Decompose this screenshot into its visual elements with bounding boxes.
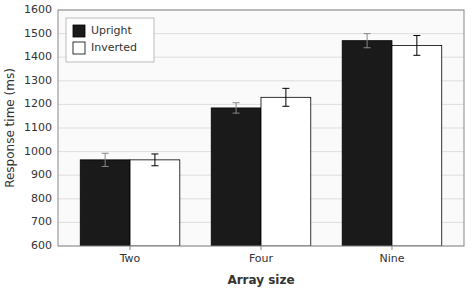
- y-tick-label: 1300: [24, 74, 52, 87]
- bar: [211, 108, 261, 246]
- y-tick-label: 600: [31, 239, 52, 252]
- legend-swatch: [73, 25, 85, 37]
- bar: [342, 41, 392, 246]
- bar: [261, 97, 311, 246]
- x-tick: [391, 246, 392, 250]
- error-bar: [413, 35, 420, 55]
- chart-container: 600 700 800 900 1000 1100 1200 1300 1400 1500 1600…: [0, 0, 474, 290]
- y-tick-label: 1500: [24, 27, 52, 40]
- series: [130, 45, 442, 246]
- legend: Upright Inverted: [66, 18, 154, 62]
- x-tick-label: Four: [249, 252, 274, 265]
- error-bar: [364, 34, 371, 48]
- x-tick: [130, 246, 131, 250]
- plot-background: [58, 10, 464, 246]
- legend-label: Upright: [91, 24, 133, 37]
- error-bar: [233, 103, 240, 113]
- y-tick-label: 1200: [24, 97, 52, 110]
- x-axis: Two Four Nine: [119, 246, 405, 265]
- y-tick-label: 1100: [24, 121, 52, 134]
- error-bar: [282, 88, 289, 106]
- y-tick-label: 900: [31, 168, 52, 181]
- legend-swatch: [73, 42, 85, 54]
- x-axis-title: Array size: [227, 273, 294, 287]
- y-axis: 600 700 800 900 1000 1100 1200 1300 1400 1500 1600: [24, 3, 52, 252]
- y-tick-label: 1400: [24, 50, 52, 63]
- y-tick-label: 800: [31, 192, 52, 205]
- chart: 600 700 800 900 1000 1100 1200 1300 1400 1500 1600…: [0, 0, 474, 290]
- error-bar: [102, 153, 109, 166]
- y-tick-label: 1600: [24, 3, 52, 16]
- bar: [80, 160, 130, 246]
- legend-box: [66, 18, 154, 62]
- x-tick-label: Two: [119, 252, 141, 265]
- y-axis-title: Response time (ms): [3, 68, 17, 188]
- page: {"chart_data": {"type": "bar", "categori…: [0, 0, 474, 290]
- y-tick-label: 700: [31, 215, 52, 228]
- series: [80, 41, 392, 246]
- bar: [392, 45, 442, 246]
- y-tick-label: 1000: [24, 145, 52, 158]
- plot-frame: [58, 10, 464, 246]
- bars: [80, 41, 441, 246]
- y-grid: [58, 10, 464, 246]
- legend-label: Inverted: [91, 41, 137, 54]
- error-bar: [151, 154, 158, 166]
- bar: [130, 160, 180, 246]
- x-tick-label: Nine: [379, 252, 404, 265]
- x-tick: [261, 246, 262, 250]
